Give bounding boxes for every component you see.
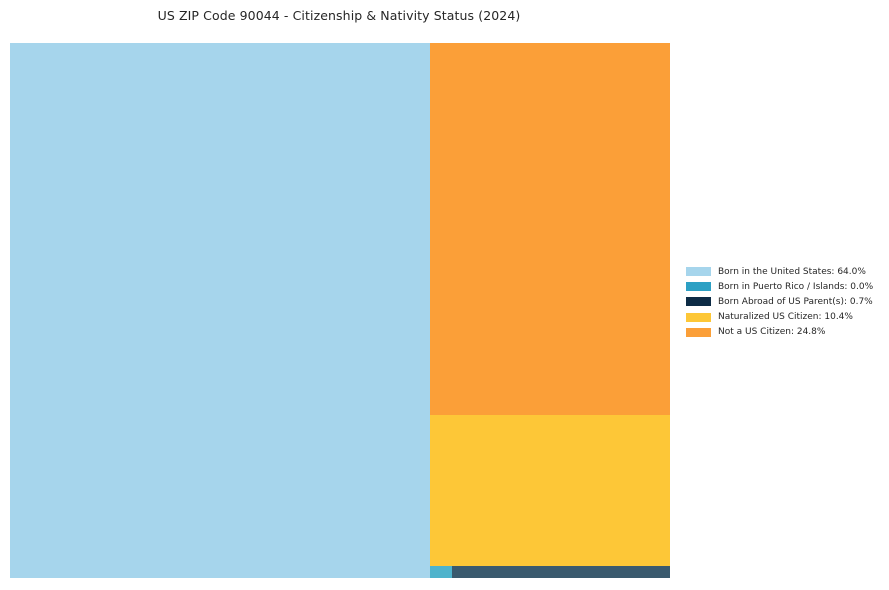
legend-color-swatch bbox=[686, 267, 711, 277]
legend-item[interactable]: Not a US Citizen: 24.8% bbox=[686, 325, 886, 340]
treemap-tile[interactable] bbox=[430, 566, 452, 578]
legend-color-swatch bbox=[686, 312, 711, 322]
legend-item[interactable]: Born in Puerto Rico / Islands: 0.0% bbox=[686, 279, 886, 294]
legend-color-swatch bbox=[686, 282, 711, 292]
legend-color-swatch bbox=[686, 327, 711, 337]
legend-item-label: Not a US Citizen: 24.8% bbox=[718, 327, 826, 338]
treemap-tile[interactable] bbox=[430, 414, 670, 566]
legend-item[interactable]: Born in the United States: 64.0% bbox=[686, 264, 886, 279]
legend-color-swatch bbox=[686, 297, 711, 307]
treemap-tile[interactable] bbox=[10, 43, 431, 578]
legend-item[interactable]: Naturalized US Citizen: 10.4% bbox=[686, 310, 886, 325]
treemap-tile[interactable] bbox=[430, 43, 670, 415]
legend-item[interactable]: Born Abroad of US Parent(s): 0.7% bbox=[686, 294, 886, 309]
treemap-tile[interactable] bbox=[452, 566, 670, 578]
legend-item-label: Born Abroad of US Parent(s): 0.7% bbox=[718, 296, 873, 307]
chart-legend: Born in the United States: 64.0% Born in … bbox=[686, 264, 886, 340]
legend-item-label: Naturalized US Citizen: 10.4% bbox=[718, 312, 853, 323]
legend-item-label: Born in Puerto Rico / Islands: 0.0% bbox=[718, 281, 874, 292]
chart-title: US ZIP Code 90044 - Citizenship & Nativi… bbox=[157, 8, 521, 23]
legend-item-label: Born in the United States: 64.0% bbox=[718, 266, 866, 277]
treemap-plot-area bbox=[10, 43, 670, 578]
